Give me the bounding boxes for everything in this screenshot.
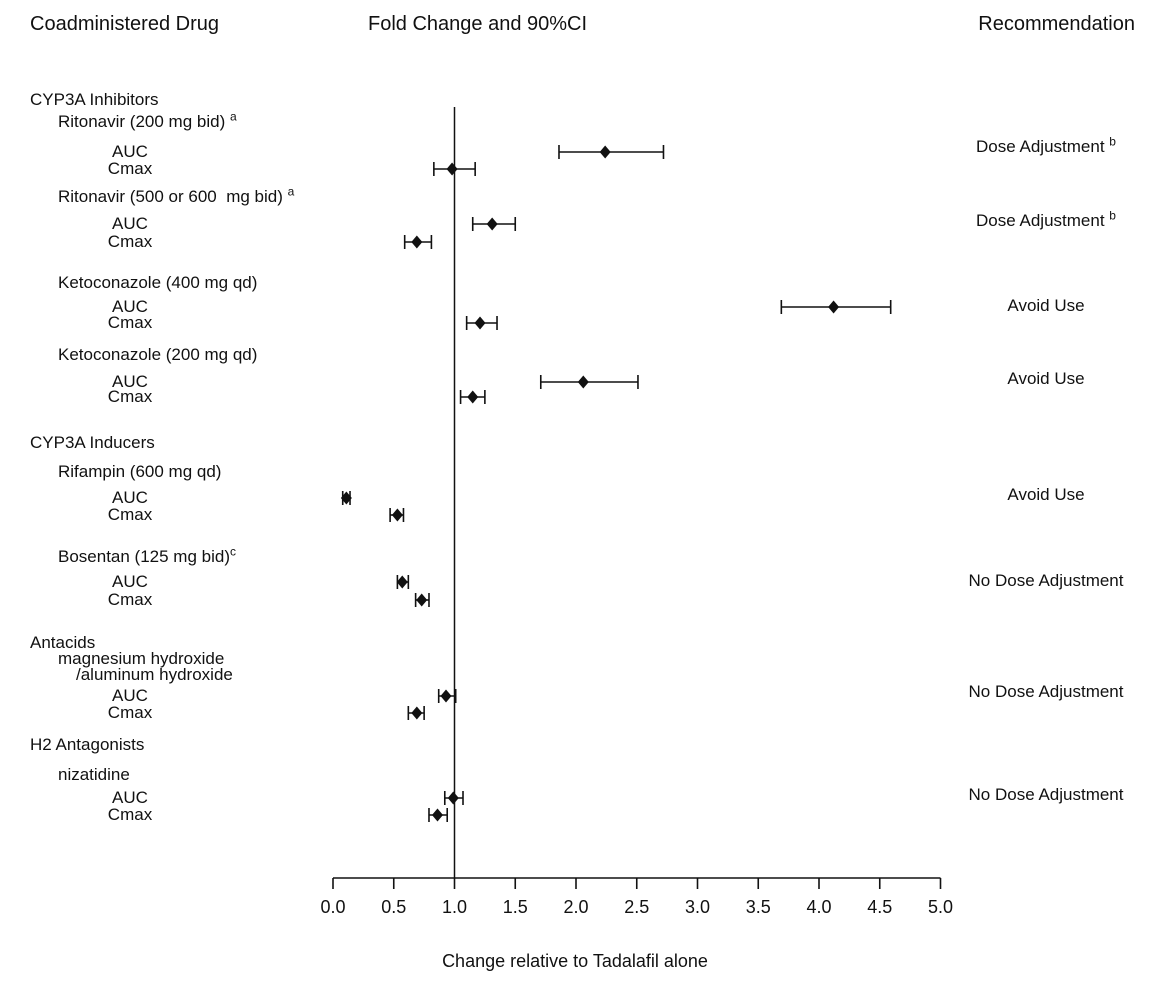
x-axis-tick-label: 4.5 — [867, 897, 893, 917]
column-header-coadministered-drug: Coadministered Drug — [30, 13, 219, 35]
section-label: Antacids — [30, 633, 96, 652]
point-estimate-diamond — [391, 508, 403, 522]
point-estimate-diamond — [577, 375, 589, 389]
point-estimate-diamond — [828, 300, 840, 314]
superscript-note: a — [287, 184, 295, 199]
recommendation-label: Dose Adjustment b — [976, 208, 1116, 230]
point-estimate-diamond — [446, 162, 458, 176]
drug-label: magnesium hydroxide — [58, 649, 225, 668]
drug-label: Ritonavir (500 or 600 mg bid) a — [58, 184, 295, 206]
x-axis-tick-label: 1.0 — [441, 897, 468, 917]
drug-label-line2: /aluminum hydroxide — [76, 665, 233, 684]
recommendation-label: Avoid Use — [1007, 369, 1085, 388]
recommendation-label: No Dose Adjustment — [968, 571, 1124, 590]
superscript-note: a — [229, 109, 237, 124]
x-axis-tick-label: 0.5 — [381, 897, 407, 917]
column-header-fold-change: Fold Change and 90%CI — [368, 13, 588, 35]
metric-label: AUC — [112, 297, 148, 316]
point-estimate-diamond — [431, 808, 443, 822]
recommendation-label: Avoid Use — [1007, 296, 1085, 315]
recommendation-label: Avoid Use — [1007, 485, 1085, 504]
point-estimate-diamond — [467, 390, 479, 404]
metric-label: AUC — [112, 488, 148, 507]
x-axis-tick-label: 4.0 — [806, 897, 832, 917]
metric-label: Cmax — [107, 313, 153, 332]
recommendation-label: No Dose Adjustment — [968, 785, 1124, 804]
section-label: H2 Antagonists — [30, 735, 145, 754]
metric-label: Cmax — [107, 505, 153, 524]
superscript-note: b — [1109, 134, 1116, 149]
x-axis-tick-label: 1.5 — [502, 897, 528, 917]
point-estimate-diamond — [396, 575, 408, 589]
x-axis-tick-label: 2.0 — [563, 897, 589, 917]
section-label: CYP3A Inducers — [30, 433, 155, 452]
metric-label: AUC — [112, 214, 148, 233]
x-axis-tick-label: 2.5 — [624, 897, 650, 917]
metric-label: AUC — [112, 372, 148, 391]
point-estimate-diamond — [411, 706, 423, 720]
metric-label: Cmax — [107, 590, 153, 609]
x-axis-tick-label: 3.0 — [684, 897, 711, 917]
metric-label: AUC — [112, 572, 148, 591]
metric-label: AUC — [112, 788, 148, 807]
point-estimate-diamond — [486, 217, 498, 231]
metric-label: AUC — [112, 142, 148, 161]
section-label: CYP3A Inhibitors — [30, 90, 159, 109]
point-estimate-diamond — [599, 145, 611, 159]
metric-label: Cmax — [107, 387, 153, 406]
point-estimate-diamond — [411, 235, 423, 249]
x-axis-tick-label: 3.5 — [745, 897, 771, 917]
point-estimate-diamond — [340, 491, 352, 505]
metric-label: Cmax — [107, 703, 153, 722]
column-header-recommendation: Recommendation — [978, 13, 1135, 35]
point-estimate-diamond — [474, 316, 486, 330]
drug-label: Ketoconazole (400 mg qd) — [58, 273, 258, 292]
drug-label: Ketoconazole (200 mg qd) — [58, 345, 258, 364]
point-estimate-diamond — [416, 593, 428, 607]
drug-label: Ritonavir (200 mg bid) a — [58, 109, 237, 131]
superscript-note: c — [230, 544, 236, 559]
drug-label: Rifampin (600 mg qd) — [58, 462, 222, 481]
point-estimate-diamond — [447, 791, 459, 805]
metric-label: Cmax — [107, 159, 153, 178]
x-axis-tick-label: 0.0 — [320, 897, 346, 917]
superscript-note: b — [1109, 208, 1116, 223]
metric-label: Cmax — [107, 232, 153, 251]
x-axis-title: Change relative to Tadalafil alone — [442, 951, 708, 971]
recommendation-label: Dose Adjustment b — [976, 134, 1116, 156]
drug-label: nizatidine — [58, 765, 130, 784]
recommendation-label: No Dose Adjustment — [968, 682, 1124, 701]
metric-label: Cmax — [107, 805, 153, 824]
point-estimate-diamond — [440, 689, 452, 703]
drug-label: Bosentan (125 mg bid)c — [58, 544, 236, 566]
x-axis-tick-label: 5.0 — [927, 897, 954, 917]
metric-label: AUC — [112, 686, 148, 705]
